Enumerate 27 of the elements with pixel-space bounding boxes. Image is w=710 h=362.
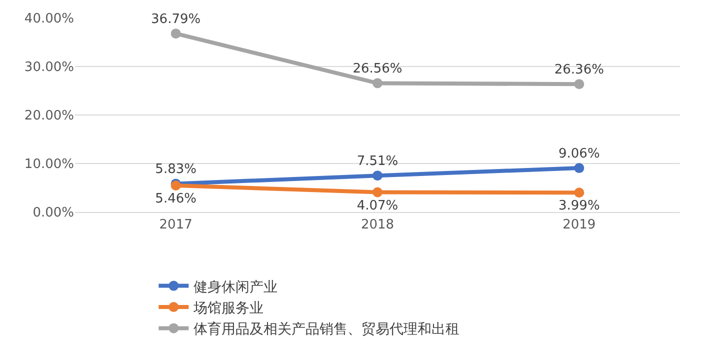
x-tick-label: 2017 [159, 218, 192, 233]
x-tick-label: 2018 [360, 218, 394, 233]
point [170, 28, 181, 39]
data-label: 26.36% [554, 62, 604, 78]
legend-label: 健身休闲产业 [194, 279, 278, 296]
data-label: 4.07% [356, 198, 398, 214]
legend-label: 体育用品及相关产品销售、贸易代理和出租 [194, 320, 460, 338]
data-label: 26.56% [352, 62, 402, 77]
data-label: 5.46% [155, 192, 196, 207]
x-tick-label: 2019 [562, 218, 596, 233]
legend-label: 场馆服务业 [192, 300, 264, 316]
point [574, 163, 584, 174]
point [372, 170, 382, 181]
y-tick-label: 30.00% [24, 60, 74, 76]
data-label: 5.83% [155, 162, 196, 178]
data-label: 9.06% [558, 146, 600, 162]
point [372, 78, 382, 88]
data-label: 7.51% [356, 154, 398, 170]
point [372, 187, 382, 198]
data-label: 36.79% [151, 12, 201, 28]
point [574, 188, 584, 198]
data-label: 3.99% [558, 198, 600, 214]
y-tick-label: 0.00% [32, 206, 74, 221]
y-tick-label: 40.00% [24, 12, 74, 27]
point [574, 79, 584, 90]
y-tick-label: 10.00% [24, 157, 74, 172]
y-tick-label: 20.00% [24, 108, 74, 124]
